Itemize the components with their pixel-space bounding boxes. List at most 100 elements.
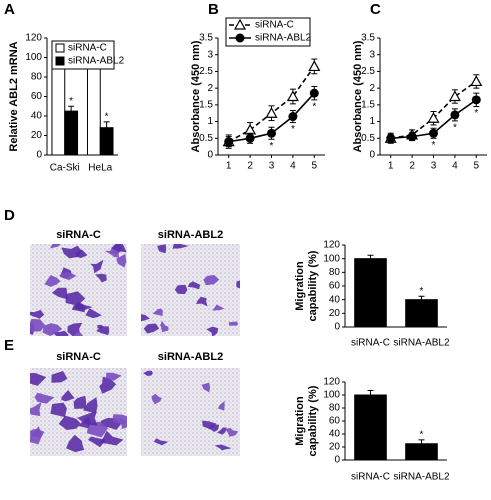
x-tick-label: siRNA-ABL2 — [393, 338, 450, 349]
y-tick-label: 120 — [25, 33, 42, 44]
cell — [212, 304, 225, 311]
y-tick-label: 20 — [329, 308, 341, 319]
bar — [405, 443, 438, 461]
marker — [286, 90, 299, 102]
cell — [90, 259, 104, 274]
marker — [450, 110, 460, 120]
cell — [225, 427, 239, 437]
cell — [143, 370, 153, 376]
y-tick-label: 40 — [31, 111, 43, 122]
cell — [160, 320, 169, 333]
marker — [386, 133, 396, 143]
cell — [95, 273, 107, 283]
x-tick-label: 5 — [474, 161, 480, 172]
y-tick-label: 60 — [329, 416, 341, 427]
y-tick-label: 2.5 — [361, 66, 375, 77]
image-label: siRNA-C — [56, 351, 101, 363]
y-axis-label: Migration — [294, 396, 306, 446]
y-tick-label: 1 — [369, 116, 375, 127]
x-tick-label: siRNA-C — [351, 338, 390, 349]
cell — [50, 402, 67, 418]
significance: * — [420, 429, 424, 440]
panel-letter: D — [4, 207, 15, 224]
image-label: siRNA-ABL2 — [158, 351, 223, 363]
cell — [214, 444, 232, 451]
legend-swatch — [55, 43, 65, 53]
bar — [354, 394, 387, 461]
significance: * — [474, 108, 478, 119]
cell — [74, 331, 83, 336]
cells — [143, 370, 239, 451]
y-tick-label: 1.5 — [361, 99, 375, 110]
cell — [71, 303, 86, 313]
cell — [52, 330, 69, 336]
bar — [99, 127, 114, 156]
cell — [73, 395, 87, 409]
y-tick-label: 3.5 — [361, 33, 375, 44]
y-tick-label: 1.5 — [199, 99, 213, 110]
significance: * — [105, 111, 109, 122]
marker — [471, 95, 481, 105]
y-axis-label: Migration — [294, 261, 306, 311]
x-tick-label: 2 — [409, 161, 415, 172]
cell — [85, 308, 102, 319]
y-tick-label: 0 — [207, 150, 213, 161]
x-tick-label: 1 — [226, 161, 232, 172]
cell — [99, 376, 117, 394]
panel-letter: A — [4, 1, 15, 18]
cell — [236, 280, 240, 289]
y-tick-label: 2.5 — [199, 66, 213, 77]
cell — [44, 275, 61, 287]
legend-label: siRNA-C — [68, 43, 107, 54]
cell — [106, 372, 122, 381]
marker — [448, 90, 461, 102]
marker — [224, 137, 234, 147]
marker — [265, 106, 278, 118]
marker — [429, 128, 438, 138]
x-tick-label: siRNA-C — [351, 472, 390, 483]
y-tick-label: 0.5 — [361, 133, 375, 144]
bar — [64, 110, 79, 156]
cell — [201, 382, 211, 393]
marker — [470, 75, 483, 87]
cell — [174, 284, 188, 295]
significance: * — [420, 286, 424, 297]
cell — [104, 249, 121, 258]
cell — [83, 397, 98, 414]
x-tick-label: 3 — [431, 161, 437, 172]
x-tick-label: siRNA-ABL2 — [393, 472, 450, 483]
cell — [202, 420, 217, 430]
y-tick-label: 2 — [369, 83, 375, 94]
y-axis-label: Relative ABL2 mRNA — [8, 41, 20, 151]
cell — [88, 436, 106, 448]
cell — [217, 427, 227, 435]
cell — [75, 249, 88, 259]
cell — [228, 321, 239, 326]
cell — [196, 296, 208, 307]
y-tick-label: 100 — [323, 390, 340, 401]
x-tick-label: 4 — [290, 161, 296, 172]
legend-label: siRNA-ABL2 — [68, 56, 125, 67]
y-tick-label: 3.5 — [199, 33, 213, 44]
cell — [97, 324, 105, 329]
cell — [151, 393, 162, 405]
y-tick-label: 100 — [25, 52, 42, 63]
y-tick-label: 0 — [334, 455, 340, 466]
x-tick-label: Ca-Ski — [50, 163, 80, 174]
x-tick-label: HeLa — [88, 163, 112, 174]
image-label: siRNA-C — [56, 229, 101, 241]
panel-letter: B — [208, 1, 219, 18]
y-tick-label: 2 — [207, 83, 213, 94]
marker — [235, 33, 245, 43]
cell — [78, 416, 92, 429]
y-tick-label: 0 — [369, 150, 375, 161]
marker — [244, 123, 257, 135]
cell — [51, 371, 68, 383]
bar — [405, 299, 438, 328]
y-axis-label: Absorbance (450 nm) — [190, 40, 202, 152]
significance: * — [312, 101, 316, 112]
cell — [111, 244, 127, 253]
y-tick-label: 20 — [329, 442, 341, 453]
y-tick-label: 60 — [31, 91, 43, 102]
